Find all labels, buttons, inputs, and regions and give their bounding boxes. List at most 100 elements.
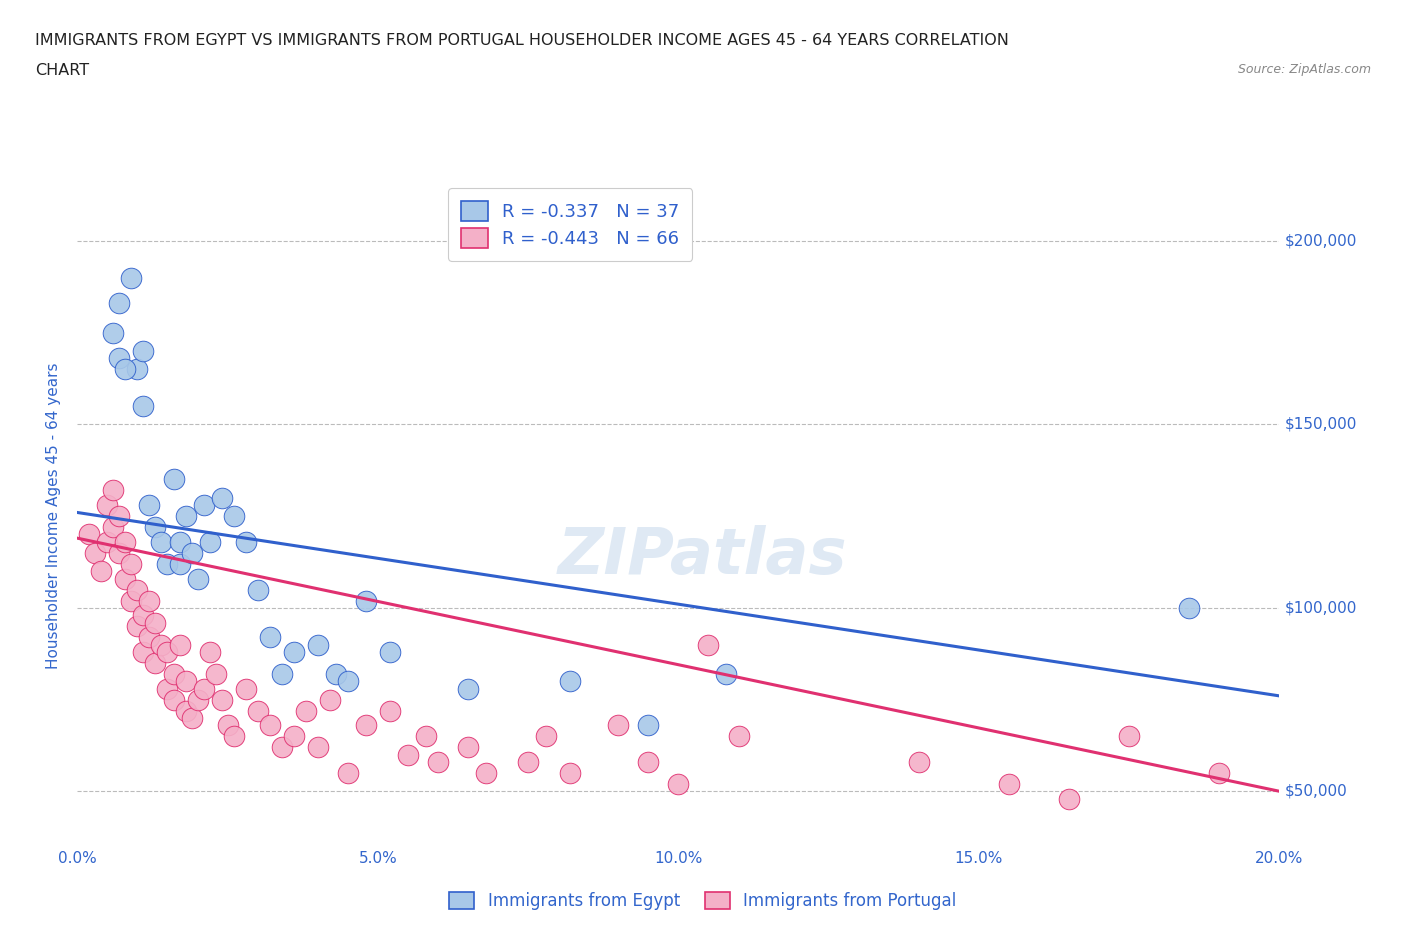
Point [222,509,245,524]
Point [222,729,245,744]
Text: Source: ZipAtlas.com: Source: ZipAtlas.com [1237,63,1371,76]
Point [145,656,167,671]
Point [120,593,142,608]
Point [150,535,173,550]
Point [108,509,131,524]
Point [96,535,118,550]
Point [378,703,401,718]
Text: ZIPatlas: ZIPatlas [558,525,848,587]
Text: $200,000: $200,000 [1285,233,1357,248]
Point [127,362,149,377]
Point [162,472,184,487]
Point [114,362,136,377]
Point [162,692,184,707]
Point [108,545,131,560]
Point [96,498,118,512]
Point [150,637,173,652]
Point [270,667,292,682]
Point [716,667,738,682]
Point [259,630,281,644]
Text: $100,000: $100,000 [1285,601,1357,616]
Point [697,637,720,652]
Point [637,718,659,733]
Point [103,326,125,340]
Point [354,593,377,608]
Point [211,490,233,505]
Point [132,344,155,359]
Point [319,692,342,707]
Point [235,681,257,696]
Point [457,740,479,755]
Point [637,754,659,769]
Point [145,615,167,630]
Point [108,296,131,311]
Point [1178,601,1201,616]
Point [560,674,582,689]
Point [378,644,401,659]
Point [607,718,630,733]
Point [908,754,931,769]
Point [427,754,450,769]
Point [307,637,329,652]
Point [186,571,209,586]
Point [138,498,160,512]
Point [517,754,540,769]
Point [246,703,269,718]
Point [174,703,197,718]
Point [198,535,221,550]
Point [138,630,160,644]
Point [325,667,347,682]
Point [114,571,136,586]
Point [307,740,329,755]
Point [180,545,202,560]
Point [103,520,125,535]
Point [457,681,479,696]
Point [283,729,305,744]
Point [174,509,197,524]
Point [156,556,179,571]
Text: $50,000: $50,000 [1285,784,1348,799]
Point [169,556,191,571]
Point [162,667,184,682]
Point [174,674,197,689]
Point [127,618,149,633]
Point [120,271,142,286]
Legend: Immigrants from Egypt, Immigrants from Portugal: Immigrants from Egypt, Immigrants from P… [443,885,963,917]
Point [169,637,191,652]
Text: CHART: CHART [35,63,89,78]
Point [108,351,131,365]
Point [560,765,582,780]
Point [336,765,359,780]
Point [270,740,292,755]
Point [120,556,142,571]
Point [127,582,149,597]
Point [396,747,419,762]
Point [193,681,215,696]
Point [294,703,316,718]
Point [79,527,101,542]
Point [727,729,749,744]
Point [114,535,136,550]
Point [180,711,202,725]
Point [998,777,1021,791]
Point [1118,729,1140,744]
Point [132,608,155,623]
Point [169,535,191,550]
Point [138,593,160,608]
Point [217,718,239,733]
Point [90,564,112,578]
Point [103,483,125,498]
Point [336,674,359,689]
Point [211,692,233,707]
Legend: R = -0.337   N = 37, R = -0.443   N = 66: R = -0.337 N = 37, R = -0.443 N = 66 [449,189,692,260]
Point [475,765,498,780]
Y-axis label: Householder Income Ages 45 - 64 years: Householder Income Ages 45 - 64 years [46,363,62,670]
Point [145,520,167,535]
Text: $150,000: $150,000 [1285,417,1357,432]
Point [204,667,226,682]
Point [235,535,257,550]
Point [259,718,281,733]
Point [132,399,155,414]
Point [193,498,215,512]
Point [198,644,221,659]
